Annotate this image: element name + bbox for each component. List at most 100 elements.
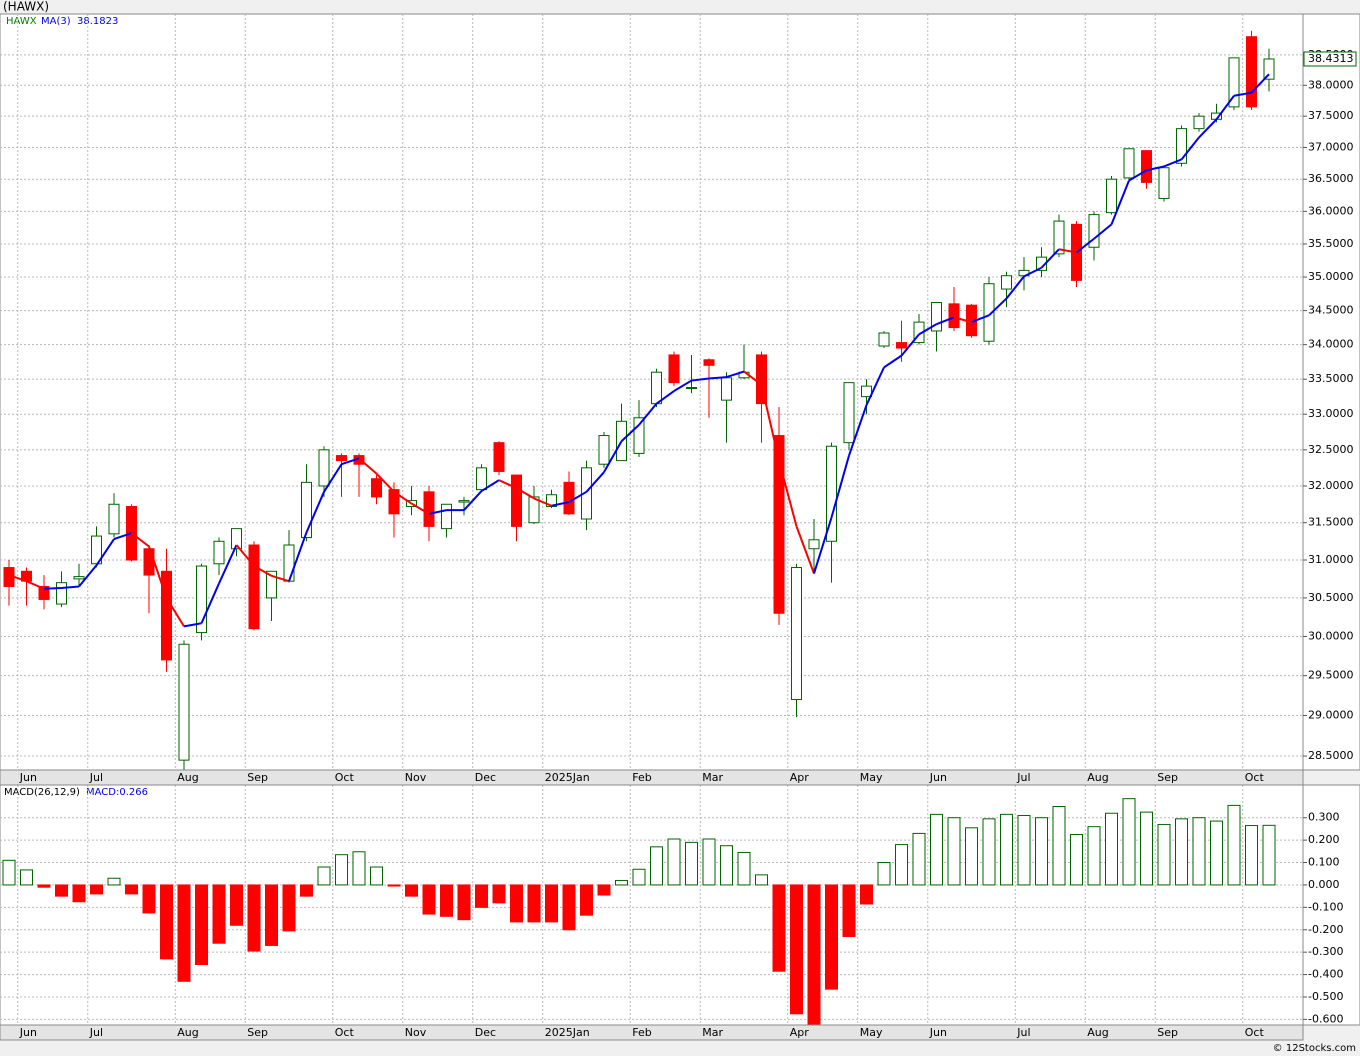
y-tick-label: 31.0000: [1308, 553, 1354, 566]
candle-body: [826, 445, 837, 542]
y-tick-label: 29.5000: [1308, 669, 1354, 682]
x-tick-label: Sep: [247, 1026, 268, 1039]
x-tick-label: Mar: [702, 1026, 723, 1039]
candle-body: [266, 570, 277, 599]
ma-segment: [1110, 180, 1130, 225]
ma-segment: [1023, 266, 1042, 278]
x-tick-label: Oct: [335, 771, 355, 784]
ma-segment: [1215, 95, 1235, 120]
macd-bar: [142, 884, 156, 914]
x-tick-label: Oct: [1245, 1026, 1265, 1039]
macd-bar: [860, 884, 873, 905]
ma-segment: [813, 517, 833, 574]
y-tick-label: 28.5000: [1308, 749, 1354, 762]
ma-segment: [918, 323, 938, 336]
macd-bar: [440, 884, 453, 917]
ma-segment: [971, 314, 990, 324]
candle-body: [1263, 58, 1275, 80]
candle-body: [178, 643, 190, 761]
macd-bar: [317, 866, 331, 886]
macd-bar: [615, 879, 628, 886]
x-tick-label: 2025Jan: [545, 771, 590, 784]
candle-body: [318, 449, 330, 487]
ma-segment: [393, 490, 413, 505]
candle-body: [441, 503, 452, 530]
macd-bar: [212, 884, 226, 944]
ma-segment: [848, 404, 868, 456]
ma-segment: [78, 564, 98, 588]
macd-bar: [1122, 798, 1136, 886]
candle-body: [633, 417, 645, 454]
ma-segment: [323, 463, 343, 493]
ma-segment: [585, 471, 605, 493]
y-tick-label: -0.600: [1308, 1012, 1343, 1025]
macd-bar: [1227, 804, 1241, 886]
x-tick-label: Jul: [1016, 1026, 1030, 1039]
macd-bar: [1052, 806, 1066, 886]
x-tick-label: Apr: [790, 1026, 810, 1039]
x-tick-label: 2025Jan: [545, 1026, 590, 1039]
macd-bar: [632, 868, 646, 886]
macd-bar: [790, 884, 803, 1015]
macd-bar: [37, 884, 51, 888]
ma-segment: [795, 526, 815, 574]
x-tick-label: May: [860, 771, 883, 784]
macd-bar: [1192, 817, 1206, 886]
y-tick-label: 34.5000: [1308, 304, 1354, 317]
macd-bar: [282, 884, 296, 932]
macd-bar: [1105, 812, 1118, 886]
candle-body: [73, 576, 85, 580]
candle-body: [808, 539, 820, 550]
candle-body: [423, 491, 435, 527]
macd-bar: [475, 884, 488, 908]
candle-body: [196, 565, 207, 634]
ma-segment: [1233, 91, 1252, 97]
macd-bar: [405, 884, 418, 897]
macd-bar: [527, 884, 541, 923]
ma-segment: [410, 502, 430, 515]
x-tick-label: Feb: [632, 771, 651, 784]
ma-segment: [1093, 223, 1113, 240]
x-tick-label: Jun: [929, 1026, 947, 1039]
candle-body: [791, 567, 802, 700]
ma-segment: [480, 479, 500, 492]
macd-bar: [1245, 825, 1258, 886]
x-tick-label: Jun: [19, 1026, 37, 1039]
macd-title: MACD(26,12,9): [4, 787, 80, 798]
y-tick-label: 36.5000: [1308, 172, 1354, 185]
ma-segment: [1250, 73, 1270, 94]
candle-body: [1001, 275, 1012, 290]
y-tick-label: -0.500: [1308, 990, 1343, 1003]
macd-bar: [1017, 814, 1031, 886]
macd-bar: [300, 884, 313, 897]
candle-body: [231, 528, 242, 550]
candle-body: [143, 548, 155, 576]
ma-segment: [743, 370, 763, 386]
macd-bar: [685, 841, 698, 886]
x-tick-label: Apr: [790, 771, 810, 784]
candle-body: [301, 481, 312, 539]
ma-segment: [61, 585, 80, 589]
x-tick-label: Feb: [632, 1026, 651, 1039]
macd-bar: [947, 817, 961, 886]
macd-bar: [1087, 826, 1101, 886]
ma-segment: [428, 509, 447, 515]
ma-segment: [515, 487, 535, 500]
candle-body: [773, 435, 785, 614]
candle-body: [563, 481, 575, 515]
macd-bar: [562, 884, 576, 931]
candle-body: [528, 496, 540, 524]
macd-bar: [492, 884, 506, 904]
macd-bar: [1175, 818, 1188, 886]
macd-bar: [1140, 811, 1153, 886]
candle-body: [1088, 214, 1100, 248]
ma-segment: [551, 501, 570, 507]
macd-bar: [195, 884, 208, 965]
ma-segment: [288, 532, 308, 582]
ma-segment: [1163, 158, 1182, 168]
candle-body: [38, 585, 50, 600]
ma-segment: [726, 370, 745, 379]
ma-segment: [358, 457, 378, 475]
macd-bar: [125, 884, 138, 895]
